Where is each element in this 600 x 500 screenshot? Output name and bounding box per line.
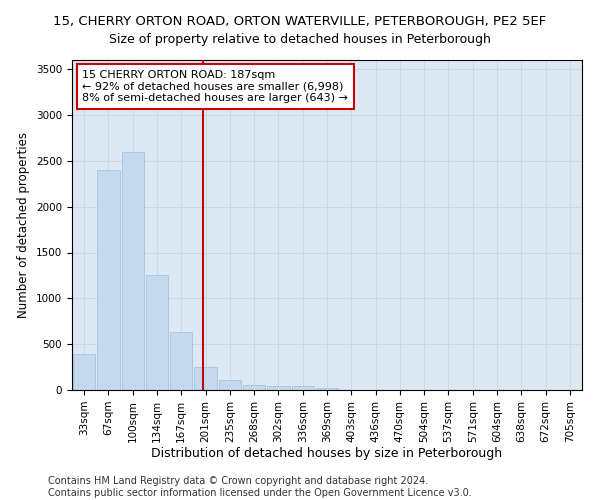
Bar: [316, 388, 338, 390]
Text: Size of property relative to detached houses in Peterborough: Size of property relative to detached ho…: [109, 32, 491, 46]
Text: 15 CHERRY ORTON ROAD: 187sqm
← 92% of detached houses are smaller (6,998)
8% of : 15 CHERRY ORTON ROAD: 187sqm ← 92% of de…: [82, 70, 348, 103]
Bar: [218, 380, 241, 390]
Bar: [292, 386, 314, 390]
Bar: [243, 384, 265, 390]
Bar: [73, 354, 95, 390]
Y-axis label: Number of detached properties: Number of detached properties: [17, 132, 31, 318]
Bar: [170, 332, 193, 390]
X-axis label: Distribution of detached houses by size in Peterborough: Distribution of detached houses by size …: [151, 448, 503, 460]
Text: 15, CHERRY ORTON ROAD, ORTON WATERVILLE, PETERBOROUGH, PE2 5EF: 15, CHERRY ORTON ROAD, ORTON WATERVILLE,…: [53, 15, 547, 28]
Bar: [267, 386, 290, 390]
Bar: [97, 170, 119, 390]
Bar: [122, 152, 144, 390]
Text: Contains HM Land Registry data © Crown copyright and database right 2024.
Contai: Contains HM Land Registry data © Crown c…: [48, 476, 472, 498]
Bar: [146, 276, 168, 390]
Bar: [194, 367, 217, 390]
